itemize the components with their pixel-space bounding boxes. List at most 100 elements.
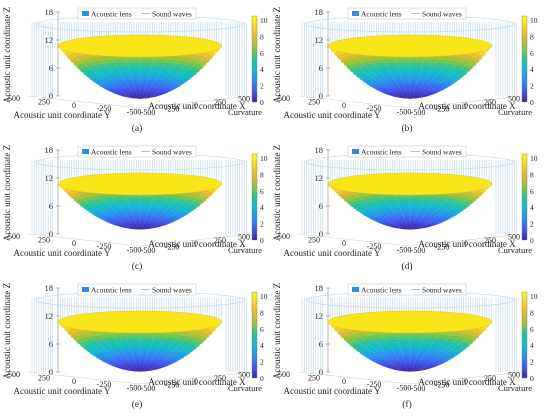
z-axis-label: Acoustic unit coordinate Z (2, 7, 12, 103)
lens-surface (327, 310, 493, 372)
colorbar-tick-label: 8 (530, 308, 534, 317)
z-tick-label: 0 (319, 229, 323, 239)
colorbar-tick-label: 8 (530, 32, 534, 41)
surface-meshline (124, 194, 139, 229)
surface-meshline (147, 191, 200, 229)
base-outline (27, 95, 253, 109)
surface-meshline (415, 55, 455, 99)
lens-surface (57, 34, 223, 99)
surface-meshline (365, 331, 405, 372)
legend-lens-label: Acoustic lens (91, 286, 132, 295)
surface-meshline (80, 53, 133, 99)
z-tick-label: 0 (319, 91, 323, 101)
x-tick-label: -250 (165, 381, 180, 390)
y-tick-label: 500 (8, 232, 20, 241)
surface-meshline (109, 194, 137, 229)
colorbar-tick-label: 2 (260, 220, 264, 229)
x-tick-label: 250 (214, 374, 226, 383)
legend: Acoustic lens Sound waves (347, 283, 467, 296)
y-tick-label: 250 (308, 235, 320, 244)
colorbar-tick-label: 2 (530, 82, 534, 91)
surface-meshline (365, 55, 405, 99)
legend: Acoustic lens Sound waves (77, 7, 197, 20)
y-tick-label: 250 (308, 97, 320, 106)
lens-rim (57, 34, 223, 58)
surface-meshline (95, 331, 135, 372)
y-tick-label: -250 (367, 104, 382, 113)
colorbar (521, 291, 528, 379)
legend-lens-label: Acoustic lens (361, 148, 402, 157)
y-tick-label: -500 (397, 384, 412, 393)
colorbar-label: Curvature (498, 107, 532, 117)
y-tick-label: 500 (8, 94, 20, 103)
x-axis-label: Acoustic unit coordinate X (148, 239, 246, 249)
colorbar-tick-label: 2 (530, 220, 534, 229)
x-tick-label: 0 (194, 101, 198, 110)
surface-meshline (394, 332, 409, 371)
colorbar-tick-label: 8 (260, 170, 264, 179)
surface-meshline (124, 56, 139, 99)
surface-meshline (147, 329, 200, 372)
z-tick-label: 12 (45, 35, 54, 45)
surface-band (138, 227, 142, 230)
surface-meshline (379, 56, 407, 99)
panel-label: (d) (401, 261, 412, 272)
surface-meshline (145, 331, 185, 372)
surface-meshline (65, 188, 131, 229)
surface-meshline (141, 332, 156, 371)
colorbar-label: Curvature (498, 383, 532, 393)
y-tick-label: 500 (278, 94, 290, 103)
z-tick-label: 0 (49, 229, 53, 239)
z-tick-label: 12 (315, 173, 324, 183)
surface-meshline (145, 55, 185, 99)
surface-meshline (350, 53, 403, 99)
surface-meshline (143, 194, 171, 229)
x-tick-label: -500 (141, 246, 156, 255)
x-tick-label: 500 (508, 232, 520, 241)
surface-band (408, 227, 412, 230)
z-tick-label: 0 (49, 367, 53, 377)
x-tick-label: -500 (411, 384, 426, 393)
legend-wave-label: Sound waves (422, 10, 462, 19)
colorbar-tick-label: 10 (260, 292, 268, 301)
colorbar (251, 291, 258, 379)
z-tick-label: 6 (319, 63, 323, 73)
y-tick-label: -500 (397, 246, 412, 255)
z-axis-label: Acoustic unit coordinate Z (272, 7, 282, 103)
legend-lens-swatch (82, 149, 89, 154)
surface-meshline (124, 332, 139, 371)
y-tick-label: 500 (278, 370, 290, 379)
colorbar-tick-label: 0 (530, 236, 534, 245)
colorbar-tick-label: 0 (260, 98, 264, 107)
z-tick-label: 18 (45, 145, 54, 155)
colorbar-tick-label: 8 (260, 308, 264, 317)
y-axis-label: Acoustic unit coordinate Y (14, 386, 111, 396)
z-tick-label: 0 (319, 367, 323, 377)
panel-label: (c) (132, 261, 143, 272)
legend-lens-swatch (82, 11, 89, 16)
legend-lens-swatch (352, 149, 359, 154)
surface-meshline (417, 53, 470, 99)
x-tick-label: -250 (165, 243, 180, 252)
y-tick-label: -250 (367, 380, 382, 389)
surface-meshline (95, 193, 135, 229)
colorbar-tick-label: 4 (530, 203, 534, 212)
surface-meshline (65, 50, 131, 99)
x-axis-label: Acoustic unit coordinate X (148, 377, 246, 387)
surface-meshline (417, 329, 470, 372)
x-tick-label: -250 (435, 243, 450, 252)
colorbar-tick-label: 6 (260, 49, 264, 58)
x-tick-label: -250 (165, 105, 180, 114)
legend-lens-swatch (352, 287, 359, 292)
legend-lens-label: Acoustic lens (91, 10, 132, 19)
colorbar-label: Curvature (228, 383, 262, 393)
surface-meshline (415, 331, 455, 372)
colorbar-tick-label: 4 (260, 65, 264, 74)
legend-wave-label: Sound waves (152, 286, 192, 295)
x-axis-label: Acoustic unit coordinate X (418, 377, 516, 387)
surface-meshline (417, 191, 470, 229)
y-axis-label: Acoustic unit coordinate Y (14, 248, 111, 258)
x-tick-label: 500 (238, 94, 250, 103)
colorbar-tick-label: 10 (530, 154, 538, 163)
